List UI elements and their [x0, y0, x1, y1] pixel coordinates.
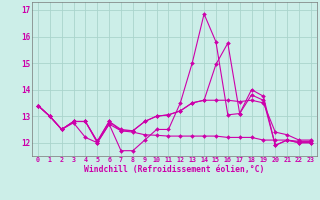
X-axis label: Windchill (Refroidissement éolien,°C): Windchill (Refroidissement éolien,°C): [84, 165, 265, 174]
